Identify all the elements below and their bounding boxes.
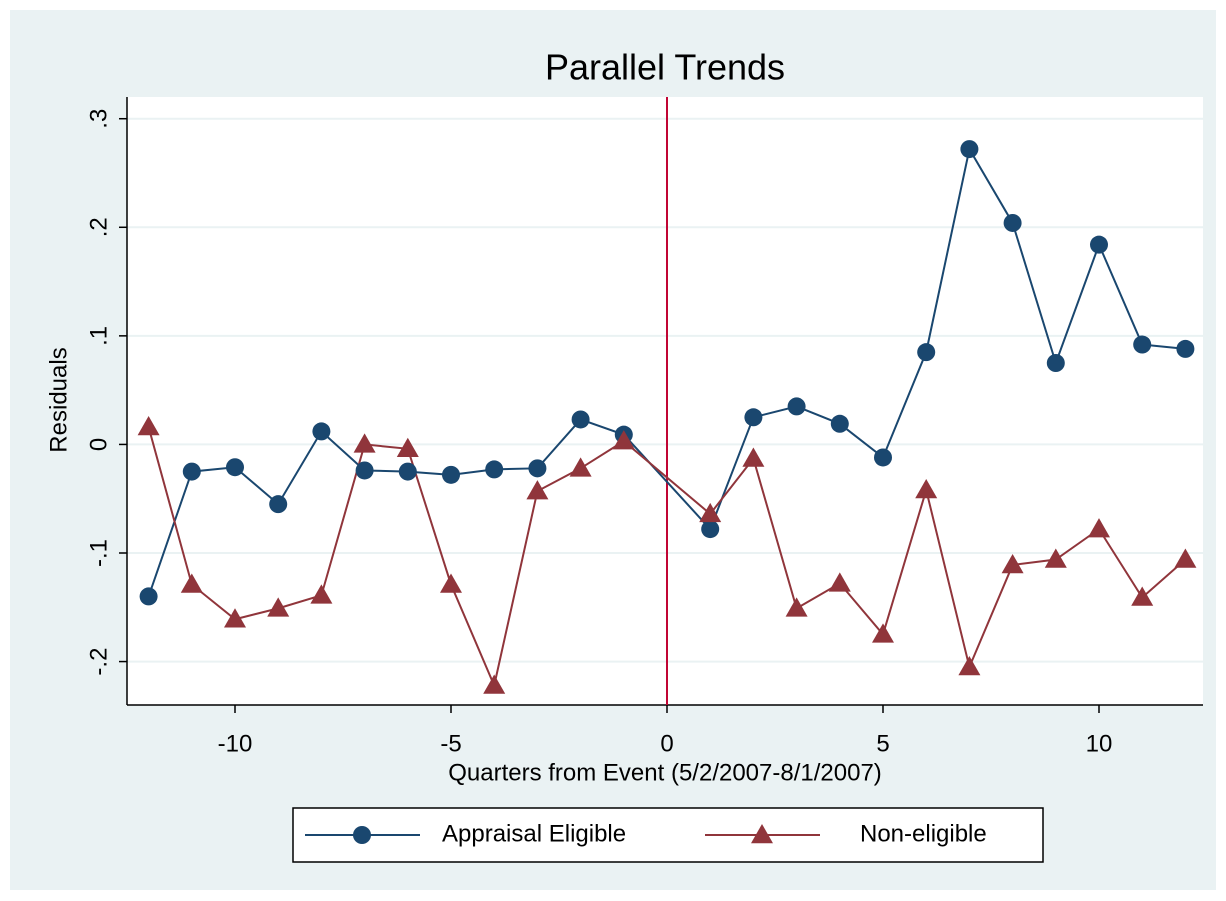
y-tick-label: 0 [85,438,112,451]
data-point [526,480,549,500]
data-point [1176,339,1195,358]
y-tick-label: .2 [85,217,112,237]
data-point [312,422,331,441]
data-point [267,597,290,617]
legend-label: Appraisal Eligible [442,820,626,847]
series-line [147,146,1186,597]
data-point [915,479,938,499]
x-tick-label: 0 [660,730,673,757]
data-point [139,587,158,606]
data-point [353,433,376,453]
x-tick-label: 5 [876,730,889,757]
data-point [874,448,892,467]
data-point [1001,553,1024,574]
data-point [224,608,246,628]
x-axis-label: Quarters from Event (5/2/2007-8/1/2007) [448,759,882,786]
y-tick-label: -.2 [85,648,112,676]
y-tick-label: .1 [85,326,112,346]
data-point [483,674,506,694]
data-point [1131,586,1154,606]
data-point [1044,548,1067,568]
data-point [569,457,592,477]
data-point [485,460,504,479]
data-point [701,520,720,539]
data-point [398,462,417,481]
plot-area [127,97,1203,705]
data-point [787,397,806,416]
data-point [958,656,981,676]
data-point [1088,518,1110,538]
data-point [917,343,936,362]
data-point [872,623,894,643]
chart-title: Parallel Trends [545,47,785,88]
data-point [699,502,722,523]
data-point [744,408,763,427]
data-point [180,573,203,593]
x-tick-label: -10 [218,730,253,757]
legend-marker [353,826,371,844]
data-point [137,416,160,436]
data-point [442,465,460,484]
data-point [830,414,849,433]
legend-marker [751,824,773,844]
legend-label: Non-eligible [860,820,987,847]
data-point [528,459,547,478]
y-tick-label: -.1 [85,539,112,567]
data-point [1090,235,1108,254]
data-point [612,430,635,450]
data-point [828,572,851,592]
y-tick-label: .3 [85,109,112,129]
data-point [310,584,333,604]
data-point [571,410,590,429]
data-point [742,447,765,467]
data-point [226,458,244,477]
data-point [1133,335,1152,354]
y-axis-label: Residuals [45,347,72,452]
x-tick-label: 10 [1086,730,1113,757]
data-point [1174,548,1197,568]
data-point [1046,354,1065,372]
data-point [440,573,462,593]
data-point [1003,213,1022,232]
x-tick-label: -5 [440,730,461,757]
data-point [960,140,979,159]
data-point [182,462,201,481]
data-point [355,461,374,480]
data-point [785,597,808,617]
data-point [396,437,419,458]
data-point [269,495,288,514]
